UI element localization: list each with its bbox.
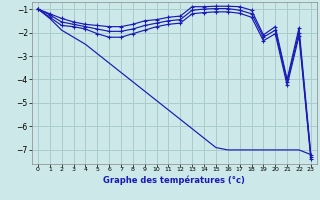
X-axis label: Graphe des températures (°c): Graphe des températures (°c) (103, 175, 245, 185)
